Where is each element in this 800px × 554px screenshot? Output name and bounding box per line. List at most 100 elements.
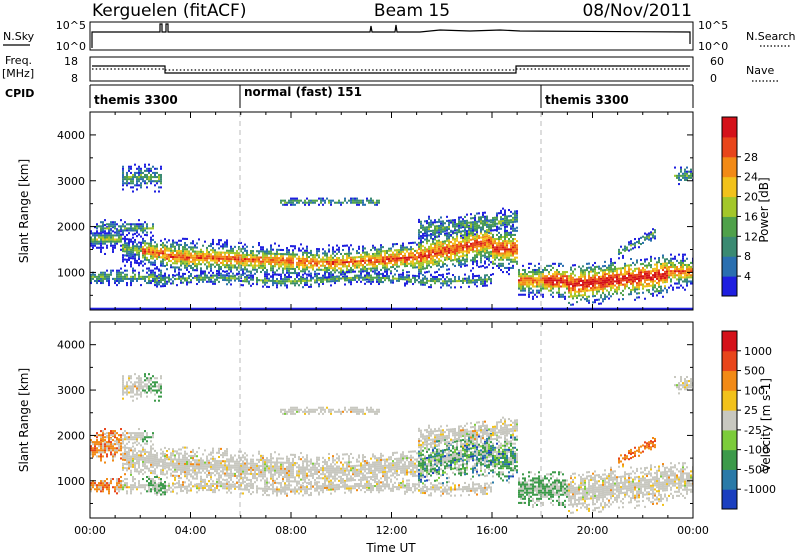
- power-cell: [468, 285, 470, 288]
- power-cell: [184, 258, 186, 261]
- power-cell: [528, 295, 530, 298]
- power-cell: [438, 253, 440, 257]
- power-cell: [160, 252, 162, 255]
- power-cell: [172, 262, 174, 265]
- power-cell: [256, 264, 258, 267]
- power-cell: [322, 282, 324, 285]
- power-cell: [444, 278, 446, 281]
- power-cell: [314, 279, 316, 282]
- power-cell: [604, 287, 606, 290]
- power-cell: [422, 257, 424, 260]
- power-cell: [158, 176, 160, 179]
- power-cell: [522, 289, 524, 292]
- power-cell: [480, 250, 482, 254]
- power-cell: [454, 240, 456, 243]
- power-cell: [274, 256, 276, 260]
- power-cell: [540, 287, 542, 290]
- power-cell: [362, 203, 364, 206]
- power-cell: [372, 257, 374, 260]
- power-cell: [162, 276, 164, 279]
- power-cell: [290, 276, 292, 279]
- power-cell: [528, 289, 530, 292]
- power-cell: [596, 265, 598, 268]
- power-cell: [352, 256, 354, 259]
- power-cell: [326, 197, 328, 200]
- power-cell: [582, 275, 584, 278]
- power-cell: [226, 264, 228, 267]
- power-cell: [566, 277, 568, 280]
- power-cell: [172, 239, 174, 242]
- power-cell: [522, 307, 524, 310]
- power-cell: [430, 225, 432, 228]
- power-cell: [288, 259, 290, 262]
- power-cell: [236, 250, 238, 253]
- power-cell: [180, 256, 182, 259]
- power-cell: [570, 307, 572, 310]
- power-cell: [624, 287, 626, 290]
- power-cell: [176, 249, 178, 252]
- power-cell: [346, 265, 348, 268]
- power-cell: [624, 266, 626, 269]
- power-cell: [148, 250, 150, 253]
- power-cell: [646, 274, 648, 277]
- power-cell: [506, 223, 508, 226]
- power-cell: [624, 307, 626, 310]
- power-cell: [444, 242, 446, 245]
- power-cell: [586, 295, 588, 298]
- power-cell: [582, 290, 584, 293]
- power-cell: [408, 252, 410, 255]
- power-cell: [104, 271, 106, 274]
- power-cell: [386, 268, 388, 271]
- power-cell: [376, 276, 378, 279]
- power-cell: [292, 201, 294, 204]
- power-cell: [452, 259, 454, 262]
- power-cell: [426, 232, 428, 235]
- power-cell: [608, 276, 610, 279]
- power-cell: [632, 261, 634, 264]
- power-cell: [468, 251, 470, 254]
- power-cell: [418, 307, 420, 310]
- power-cell: [376, 250, 378, 253]
- power-cell: [230, 262, 232, 265]
- power-cell: [598, 286, 600, 289]
- power-cell: [198, 261, 200, 264]
- power-cell: [198, 278, 200, 281]
- power-cell: [594, 272, 596, 275]
- power-cell: [372, 278, 374, 281]
- power-cell: [642, 277, 644, 280]
- power-cell: [102, 271, 104, 274]
- power-cell: [598, 271, 600, 274]
- power-cell: [170, 264, 172, 267]
- power-cell: [206, 248, 208, 252]
- power-cell: [504, 217, 506, 220]
- power-cell: [338, 199, 340, 202]
- power-cell: [476, 224, 478, 227]
- power-cell: [186, 244, 188, 247]
- power-cell: [420, 222, 422, 225]
- power-cell: [362, 199, 364, 202]
- power-cell: [128, 242, 130, 245]
- power-cell: [102, 227, 104, 230]
- power-cell: [662, 307, 664, 310]
- power-cell: [146, 173, 148, 177]
- power-cell: [326, 271, 328, 274]
- power-cell: [128, 248, 130, 251]
- power-cell: [296, 272, 298, 275]
- power-cell: [592, 264, 594, 267]
- power-cell: [514, 246, 516, 249]
- power-cell: [492, 242, 494, 245]
- power-cell: [628, 268, 630, 271]
- power-cell: [408, 248, 410, 251]
- power-cell: [484, 248, 486, 251]
- power-cell: [452, 242, 454, 245]
- power-cell: [194, 250, 196, 253]
- power-cell: [384, 268, 386, 271]
- power-cell: [270, 260, 272, 264]
- power-cell: [630, 272, 632, 275]
- power-cell: [398, 249, 400, 252]
- power-cell: [502, 246, 504, 249]
- power-cell: [498, 307, 500, 310]
- power-cell: [590, 270, 592, 273]
- power-cell: [130, 261, 132, 264]
- power-cell: [136, 307, 138, 310]
